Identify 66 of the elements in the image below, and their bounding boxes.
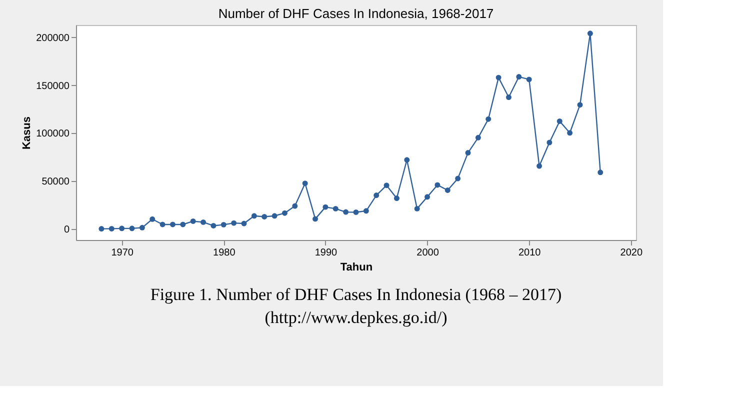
point — [170, 222, 176, 228]
point — [444, 187, 450, 193]
point — [282, 210, 288, 216]
point — [536, 163, 542, 169]
x-axis-title: Tahun — [340, 262, 373, 274]
point — [220, 222, 226, 228]
point — [180, 222, 186, 228]
x-tick-label: 1980 — [213, 248, 236, 258]
point — [231, 220, 237, 226]
point — [384, 182, 390, 188]
point — [190, 218, 196, 224]
point — [465, 150, 471, 156]
x-tick-label: 2010 — [518, 248, 542, 258]
y-tick-label: 100000 — [36, 128, 70, 140]
point — [414, 206, 420, 212]
point — [150, 216, 156, 222]
chart-title: Number of DHF Cases In Indonesia, 1968-2017 — [218, 6, 494, 21]
point — [312, 216, 318, 222]
point — [272, 213, 278, 219]
point — [322, 204, 328, 210]
point — [404, 157, 410, 163]
point — [108, 226, 114, 232]
y-tick-label: 50000 — [42, 176, 70, 188]
point — [577, 102, 583, 108]
point — [556, 118, 562, 124]
y-tick-label: 150000 — [36, 80, 70, 92]
x-tick-label: 1970 — [111, 248, 134, 258]
x-tick-label: 2000 — [416, 248, 440, 258]
point — [292, 203, 298, 209]
point — [496, 74, 502, 80]
y-tick-label: 0 — [64, 224, 70, 236]
point — [424, 194, 430, 200]
point — [486, 116, 492, 122]
point — [506, 94, 512, 100]
point — [567, 130, 573, 136]
point — [363, 208, 369, 214]
point — [587, 30, 593, 36]
point — [343, 209, 349, 215]
point — [119, 226, 125, 232]
point — [455, 176, 461, 182]
point — [434, 182, 440, 188]
point — [129, 226, 135, 232]
point — [394, 196, 400, 201]
point — [516, 74, 522, 80]
point — [353, 210, 359, 215]
point — [200, 219, 206, 225]
point — [210, 223, 216, 228]
text: (http://www.depkes.go.id/) — [264, 308, 448, 327]
point — [241, 220, 247, 226]
point — [332, 206, 338, 212]
y-axis-title: Kasus — [21, 116, 34, 150]
point — [598, 170, 604, 176]
point — [160, 222, 166, 228]
caption: Figure 1. Number of DHF Cases In Indonesia (1968 – 2017) — [150, 285, 562, 304]
x-tick-label: 1990 — [314, 248, 338, 258]
point — [139, 224, 145, 230]
point — [546, 140, 552, 146]
point — [475, 134, 481, 140]
point — [251, 213, 257, 219]
point — [374, 192, 380, 198]
point — [98, 226, 104, 232]
point — [526, 76, 532, 82]
point — [302, 180, 308, 186]
point — [262, 214, 268, 220]
x-tick-label: 2020 — [620, 248, 643, 258]
y-tick-label: 200000 — [36, 32, 70, 44]
